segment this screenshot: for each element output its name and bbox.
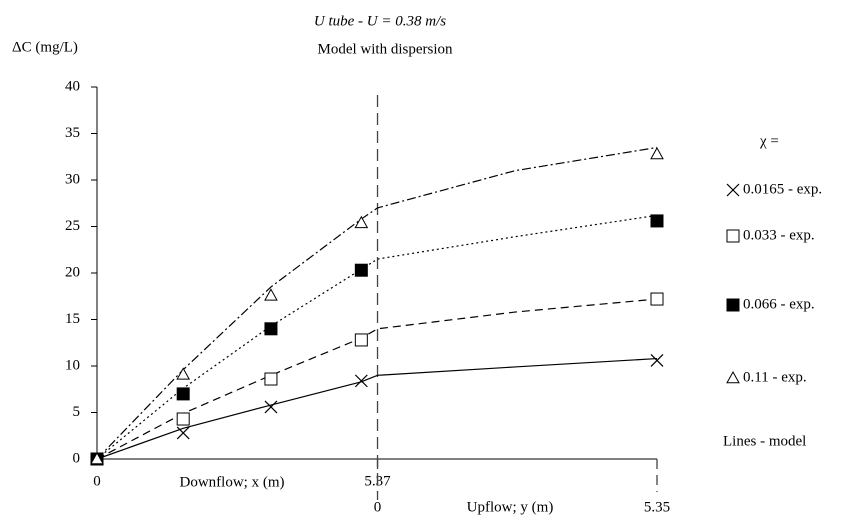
marker xyxy=(726,229,740,243)
marker xyxy=(650,146,664,160)
legend-label: 0.066 - exp. xyxy=(743,296,815,312)
marker xyxy=(264,322,278,336)
marker xyxy=(176,412,190,426)
chart-title: U tube - U = 0.38 m/s xyxy=(314,13,446,29)
model-line xyxy=(96,357,658,460)
marker-shape xyxy=(354,263,368,277)
y-tick-label: 5 xyxy=(73,404,81,420)
marker xyxy=(176,367,191,380)
marker-shape xyxy=(650,292,664,306)
marker-shape xyxy=(176,367,191,380)
marker xyxy=(176,426,190,440)
marker-stroke xyxy=(726,183,740,197)
marker xyxy=(650,292,664,306)
legend-label: 0.11 - exp. xyxy=(743,369,807,385)
legend-label: 0.033 - exp. xyxy=(743,227,815,243)
marker-shape xyxy=(726,229,740,243)
chart-subtitle: Model with dispersion xyxy=(318,41,453,57)
marker xyxy=(264,400,278,414)
y-tick-label: 0 xyxy=(73,450,81,466)
marker-stroke xyxy=(264,400,278,414)
marker-shape xyxy=(354,215,369,229)
marker-shape xyxy=(726,370,740,384)
marker-shape xyxy=(264,372,278,386)
marker xyxy=(264,372,278,386)
x2-tick-label: 5.35 xyxy=(644,499,670,515)
y-axis-label: ΔC (mg/L) xyxy=(12,39,78,55)
y-tick-label: 15 xyxy=(65,311,80,327)
marker-shape xyxy=(90,451,104,465)
marker xyxy=(354,263,368,277)
y-tick-label: 40 xyxy=(65,78,80,94)
legend-label: 0.0165 - exp. xyxy=(743,181,822,197)
x-axis-label: Downflow; x (m) xyxy=(180,474,285,490)
marker-shape xyxy=(726,298,740,312)
marker xyxy=(726,298,740,312)
x2-tick-label: 0 xyxy=(374,499,382,515)
marker-shape xyxy=(354,333,368,347)
marker xyxy=(354,374,368,388)
y-tick-label: 30 xyxy=(65,171,80,187)
y-tick-label: 20 xyxy=(65,264,80,280)
x2-axis-label: Upflow; y (m) xyxy=(467,499,554,515)
marker-shape xyxy=(650,214,664,228)
y-tick-label: 10 xyxy=(65,357,80,373)
y-tick-label: 25 xyxy=(65,218,80,234)
y-tick-label: 35 xyxy=(65,125,80,141)
marker-stroke xyxy=(650,353,664,367)
marker xyxy=(354,333,368,347)
marker xyxy=(264,288,278,301)
marker-shape xyxy=(176,412,190,426)
marker xyxy=(650,214,664,228)
marker xyxy=(650,353,664,367)
marker-stroke xyxy=(176,426,190,440)
marker xyxy=(354,215,369,229)
marker-shape xyxy=(650,146,664,160)
marker-stroke xyxy=(354,374,368,388)
marker xyxy=(726,183,740,197)
marker-shape xyxy=(176,387,190,401)
legend-note: Lines - model xyxy=(723,433,806,449)
legend-title: χ = xyxy=(759,133,779,149)
marker xyxy=(726,370,740,384)
marker xyxy=(176,387,190,401)
x-tick-label: 0 xyxy=(93,473,101,489)
marker-shape xyxy=(264,288,278,301)
marker-shape xyxy=(264,322,278,336)
marker xyxy=(90,451,104,465)
